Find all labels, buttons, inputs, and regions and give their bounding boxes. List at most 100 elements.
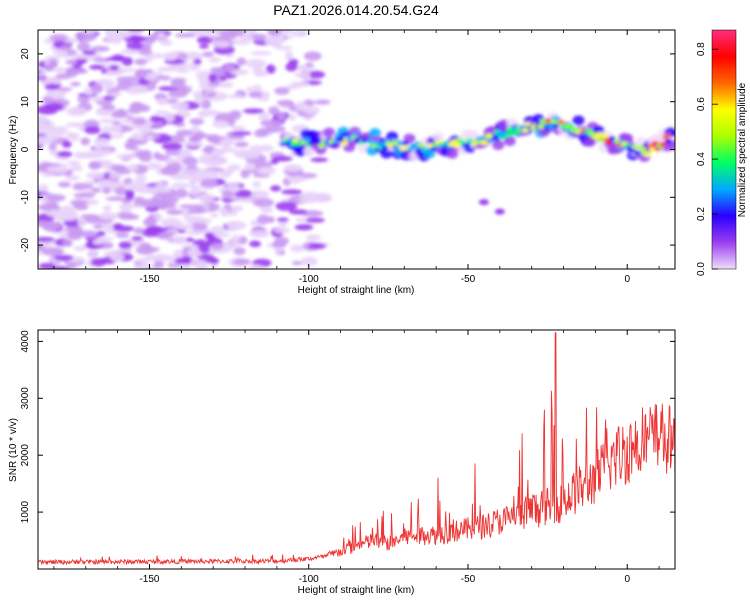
spectrogram-cell bbox=[129, 30, 144, 34]
spectrogram-cell bbox=[210, 225, 226, 234]
spectrogram-cell bbox=[287, 137, 295, 143]
spectrogram-cell bbox=[145, 225, 165, 234]
spectrogram-cell bbox=[94, 137, 110, 146]
spectrogram-cell bbox=[201, 148, 215, 153]
spectrogram-cell bbox=[116, 80, 134, 88]
spectrogram-cell bbox=[284, 50, 294, 61]
spectrogram-cell bbox=[521, 128, 529, 133]
x-tick-label: 0 bbox=[624, 574, 630, 585]
spectrogram-cell bbox=[147, 33, 157, 44]
spectrogram-cell bbox=[417, 142, 425, 148]
spectrogram-cell bbox=[229, 68, 249, 76]
spectrogram-cell bbox=[446, 148, 459, 159]
spectrogram-cell bbox=[42, 96, 54, 105]
spectrogram-cell bbox=[270, 185, 282, 192]
spectrogram-cell bbox=[274, 247, 284, 255]
spectrogram-cell bbox=[98, 118, 118, 124]
spectrogram-cell bbox=[407, 146, 415, 152]
spectrogram-cell bbox=[244, 162, 256, 170]
spectrogram-cell bbox=[149, 115, 163, 123]
snr-y-axis: 1000 2000 3000 4000 bbox=[20, 330, 675, 523]
spectrogram-cell bbox=[66, 106, 87, 117]
spectrogram-cell bbox=[453, 143, 461, 148]
spectrogram-cell bbox=[166, 209, 183, 215]
spectrogram-cell bbox=[131, 236, 143, 241]
spectrogram-cell bbox=[179, 264, 191, 269]
spectrogram-cell bbox=[46, 209, 64, 218]
spectrogram-cell bbox=[503, 136, 516, 147]
spectrogram-cell bbox=[131, 84, 144, 94]
spectrogram-cell bbox=[133, 227, 145, 235]
spectrogram-cell bbox=[83, 180, 97, 186]
spectrogram-cell bbox=[171, 182, 190, 189]
spectrogram-cell bbox=[161, 142, 183, 151]
spectrogram-cell bbox=[54, 91, 68, 96]
colorbar: 0.0 0.2 0.4 0.6 0.8 Normalized spectral ampl… bbox=[696, 29, 748, 276]
spectrogram-cell bbox=[93, 224, 103, 229]
x-tick-label: 0 bbox=[624, 274, 630, 285]
spectrogram-cell bbox=[305, 234, 322, 241]
spectrogram-cell bbox=[135, 186, 158, 194]
spectrogram-cell bbox=[295, 101, 307, 111]
spectrogram-cell bbox=[289, 141, 297, 146]
spectrogram-cell bbox=[291, 261, 303, 266]
chart-title: PAZ1.2026.014.20.54.G24 bbox=[273, 2, 439, 18]
spectrogram-cell bbox=[73, 192, 96, 198]
spectrogram-cell bbox=[71, 53, 87, 60]
spectrogram-cell bbox=[61, 140, 72, 148]
spectrogram-cell bbox=[294, 146, 307, 157]
spectrogram-cell bbox=[274, 87, 290, 95]
spectrogram-cell bbox=[572, 115, 585, 126]
spectrogram-cell bbox=[38, 68, 43, 76]
spectrogram-cell bbox=[127, 164, 139, 172]
spectrogram-cell bbox=[292, 137, 300, 143]
colorbar-tick-label: 0.2 bbox=[696, 207, 707, 221]
spectrogram-cell bbox=[290, 244, 305, 253]
spectrogram-cell bbox=[170, 101, 189, 111]
spectrogram-cell bbox=[396, 140, 404, 146]
spectrogram-cell bbox=[178, 87, 192, 94]
spectrogram-cell bbox=[67, 230, 82, 241]
spectrogram-cell bbox=[287, 113, 296, 121]
spectrogram-cell bbox=[70, 165, 84, 172]
spectrogram-cell bbox=[633, 150, 641, 155]
spectrogram-cell bbox=[264, 35, 285, 46]
x-tick-label: -150 bbox=[139, 274, 159, 285]
spectrogram-cell bbox=[86, 171, 105, 180]
spectrogram-cell bbox=[102, 242, 113, 248]
spectrogram-cell bbox=[275, 201, 298, 211]
spectrogram-cell bbox=[156, 97, 167, 106]
y-tick-label: 2000 bbox=[20, 444, 31, 467]
spectrogram-cell bbox=[132, 117, 147, 126]
spectrogram-cell bbox=[245, 86, 255, 93]
spectrogram-cell bbox=[96, 100, 113, 106]
spectrogram-cell bbox=[175, 188, 188, 198]
spectrogram-cell bbox=[38, 184, 49, 193]
spectrogram-cell bbox=[57, 181, 71, 188]
spectrogram-cell bbox=[293, 72, 311, 78]
spectrogram-cell bbox=[90, 257, 107, 267]
spectrogram-cell bbox=[105, 196, 127, 201]
spectrogram-cell bbox=[70, 199, 87, 206]
spectrogram-cell bbox=[208, 57, 222, 63]
spectrogram-cell bbox=[163, 51, 178, 61]
spectrogram-cell bbox=[381, 145, 389, 150]
spectrogram-cell bbox=[283, 164, 303, 172]
spectrogram-cell bbox=[274, 236, 290, 246]
spectrogram-cell bbox=[52, 66, 69, 73]
spectrogram-cell bbox=[608, 136, 616, 141]
spectrogram-cell bbox=[98, 212, 120, 220]
spectrogram-cell bbox=[227, 164, 242, 171]
spectrogram-cell bbox=[53, 49, 69, 56]
spectrogram-cell bbox=[232, 258, 252, 266]
spectrogram-cell bbox=[230, 205, 244, 212]
spectrogram-cell bbox=[87, 250, 98, 260]
spectrogram-cell bbox=[221, 168, 234, 175]
spectrogram-cell bbox=[120, 49, 142, 55]
colorbar-tick-label: 0.6 bbox=[696, 97, 707, 111]
spectrogram-cell bbox=[323, 127, 336, 138]
spectrogram-cell bbox=[46, 201, 58, 207]
spectrogram-cell bbox=[38, 124, 50, 134]
spectrogram-cell bbox=[231, 125, 246, 132]
spectrogram-cell bbox=[600, 133, 608, 138]
